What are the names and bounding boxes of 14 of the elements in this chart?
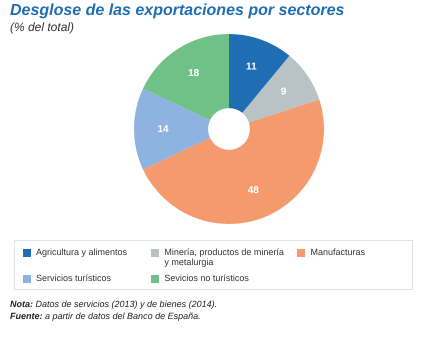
data-label: 11 — [246, 62, 257, 73]
data-label: 48 — [247, 185, 259, 196]
legend-label: Servicios turísticos — [36, 273, 112, 283]
data-label: 14 — [156, 124, 169, 135]
legend-label: Sevicios no turísticos — [164, 273, 249, 283]
text: Nota: Datos de servicios (2013) y de bienes (2014). — [10, 298, 218, 310]
data-label: 18 — [188, 68, 200, 80]
data-label: 9 — [280, 86, 286, 98]
legend-label: Minería, productos de minería y metalurgia — [164, 247, 285, 267]
legend-label: Agricultura y alimentos — [36, 247, 128, 257]
source-note: Fuente: a partir de datos del Banco de España. — [10, 310, 202, 322]
legend-label: Manufacturas — [310, 247, 365, 257]
chart-title: Desglose de las exportaciones por sectores — [10, 2, 346, 20]
chart-subtitle: (% del total) — [10, 20, 76, 34]
